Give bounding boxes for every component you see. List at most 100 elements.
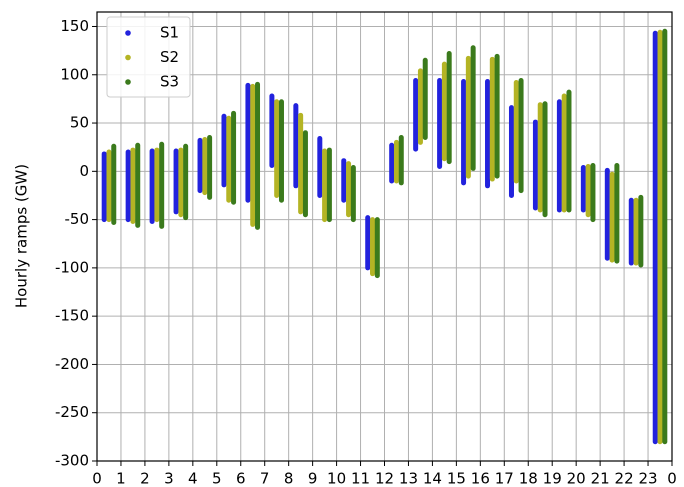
- x-tick-label: 11: [351, 470, 370, 487]
- strip: [322, 148, 328, 223]
- strip: [274, 99, 280, 198]
- legend-label: S2: [160, 48, 179, 66]
- strip: [111, 143, 117, 225]
- strip: [317, 135, 323, 198]
- y-tick-label: -150: [55, 307, 89, 325]
- strip: [590, 163, 596, 223]
- y-tick-label: -300: [55, 452, 89, 470]
- strip: [269, 93, 275, 169]
- legend-label: S1: [160, 24, 179, 42]
- x-tick-label: 14: [423, 470, 442, 487]
- strip: [485, 79, 491, 189]
- strip: [197, 137, 203, 194]
- strip: [130, 147, 136, 225]
- strip: [489, 56, 495, 182]
- strip: [494, 53, 500, 179]
- strip: [389, 142, 395, 184]
- strip: [350, 164, 356, 223]
- x-tick-label: 6: [236, 470, 246, 487]
- strip: [580, 164, 586, 213]
- strip: [446, 51, 452, 165]
- strip: [556, 99, 562, 213]
- strip: [585, 163, 591, 218]
- x-tick-label: 0: [92, 470, 102, 487]
- x-tick-label: 2: [140, 470, 150, 487]
- x-tick-label: 1: [116, 470, 126, 487]
- strip: [255, 81, 261, 230]
- y-tick-label: 0: [79, 162, 89, 180]
- x-tick-label: 7: [260, 470, 270, 487]
- y-tick-label: -100: [55, 258, 89, 276]
- legend-label: S3: [160, 73, 179, 91]
- strip: [374, 217, 380, 279]
- strip: [207, 135, 213, 200]
- strip: [604, 167, 610, 261]
- strip: [370, 217, 376, 277]
- strip: [413, 78, 419, 152]
- legend-marker: [125, 79, 131, 85]
- x-tick-label: 8: [284, 470, 294, 487]
- strip: [245, 82, 251, 203]
- strip: [513, 79, 519, 184]
- strip: [542, 101, 548, 218]
- x-tick-label: 13: [399, 470, 418, 487]
- strip: [633, 197, 639, 266]
- x-tick-label: 15: [447, 470, 466, 487]
- strip: [149, 148, 155, 225]
- strip: [652, 30, 658, 445]
- x-tick-label: 17: [495, 470, 514, 487]
- y-tick-label: -250: [55, 403, 89, 421]
- x-tick-label: 19: [543, 470, 562, 487]
- strip: [298, 112, 304, 215]
- legend-box: [106, 16, 191, 98]
- strip: [159, 141, 165, 229]
- x-tick-label: 22: [615, 470, 634, 487]
- x-tick-label: 9: [308, 470, 318, 487]
- strip: [537, 102, 543, 213]
- x-tick-label: 0: [667, 470, 677, 487]
- strip: [250, 83, 256, 227]
- strip: [125, 149, 131, 223]
- strip: [346, 161, 352, 218]
- x-tick-label: 12: [375, 470, 394, 487]
- strip: [638, 194, 644, 268]
- strip: [326, 147, 332, 223]
- strip: [465, 55, 471, 179]
- legend-marker: [125, 54, 131, 61]
- strip: [561, 93, 567, 213]
- x-tick-label: 23: [638, 470, 657, 487]
- y-axis-label: Hourly ramps (GW): [13, 164, 31, 308]
- strip: [662, 28, 668, 445]
- strip: [226, 115, 232, 203]
- x-tick-label: 4: [188, 470, 198, 487]
- x-tick-label: 16: [471, 470, 490, 487]
- strip: [461, 79, 467, 186]
- strip: [101, 151, 107, 223]
- x-tick-label: 3: [164, 470, 174, 487]
- legend-marker: [125, 30, 131, 36]
- y-tick-label: 50: [70, 114, 89, 132]
- strip: [178, 147, 184, 218]
- y-tick-label: 100: [60, 65, 89, 83]
- strip: [221, 113, 227, 188]
- x-tick-label: 10: [327, 470, 346, 487]
- strip: [422, 57, 428, 141]
- plot-frame: [96, 11, 673, 462]
- strip: [365, 215, 371, 271]
- strip: [614, 163, 620, 264]
- x-tick-label: 21: [591, 470, 610, 487]
- legend: S1 S2 S3: [106, 16, 191, 98]
- y-tick-label: -200: [55, 355, 89, 373]
- strip: [628, 197, 634, 266]
- strip: [532, 119, 538, 211]
- strip: [278, 99, 284, 203]
- strip: [293, 103, 299, 189]
- strip: [566, 89, 572, 213]
- strip: [135, 142, 141, 228]
- strip: [398, 135, 404, 186]
- strip: [231, 110, 237, 205]
- strip: [341, 158, 347, 203]
- strip: [173, 148, 179, 215]
- strip: [518, 78, 524, 194]
